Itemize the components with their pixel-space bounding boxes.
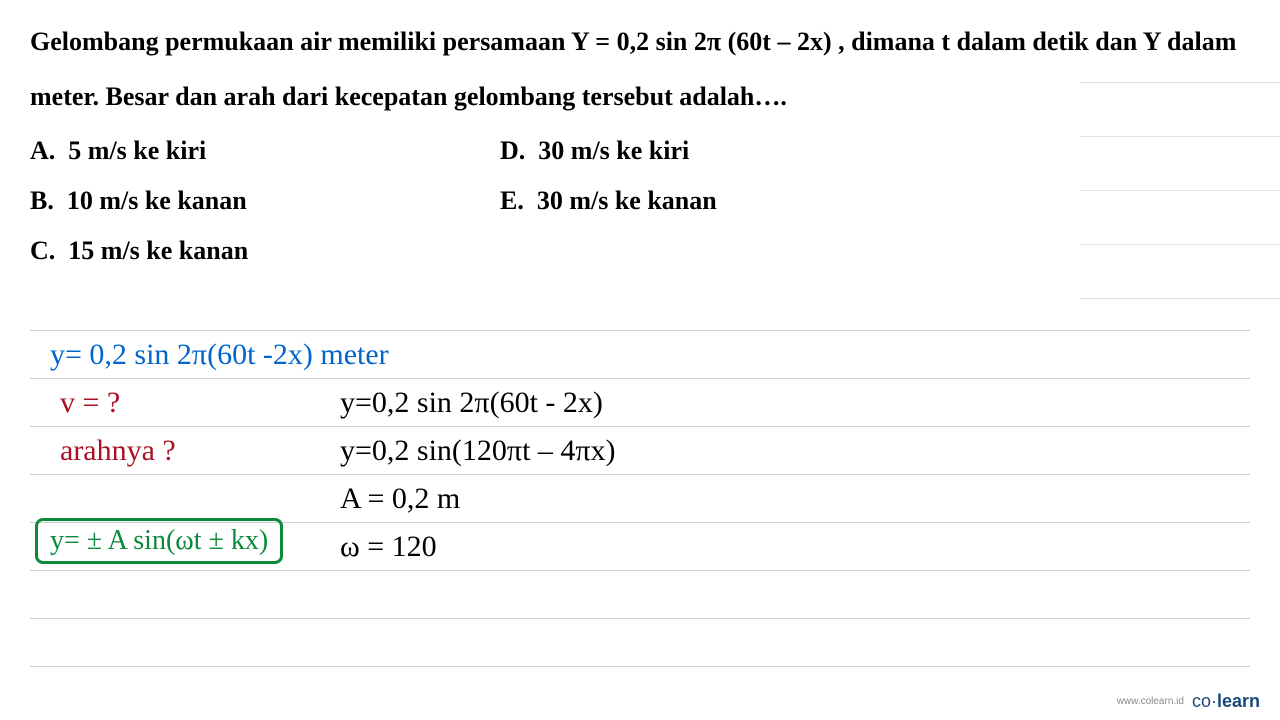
hw-equation-given: y= 0,2 sin 2π(60t -2x) meter — [50, 338, 389, 372]
rule-line — [30, 330, 1250, 331]
rule-decoration — [1080, 136, 1280, 137]
rule-decoration — [1080, 244, 1280, 245]
footer-url: www.colearn.id — [1117, 696, 1184, 707]
hw-velocity-unknown: v = ? — [60, 386, 120, 420]
ruled-area: y= 0,2 sin 2π(60t -2x) meter v = ? y=0,2… — [30, 330, 1250, 690]
footer: www.colearn.id co·learn — [1117, 691, 1260, 712]
rule-line — [30, 474, 1250, 475]
rule-line — [30, 666, 1250, 667]
rule-decoration — [1080, 82, 1280, 83]
hw-direction-unknown: arahnya ? — [60, 434, 176, 468]
options-container: A. 5 m/s ke kiri B. 10 m/s ke kanan C. 1… — [30, 136, 1250, 266]
rule-decoration — [1080, 190, 1280, 191]
hw-general-formula: y= ± A sin(ωt ± kx) — [50, 525, 268, 556]
option-c: C. 15 m/s ke kanan — [30, 236, 460, 266]
hw-amplitude: A = 0,2 m — [340, 482, 460, 516]
hw-equation-step2: y=0,2 sin(120πt – 4πx) — [340, 434, 616, 468]
footer-logo: co·learn — [1192, 691, 1260, 712]
rule-line — [30, 426, 1250, 427]
question-text: Gelombang permukaan air memiliki persama… — [30, 15, 1250, 124]
option-e: E. 30 m/s ke kanan — [500, 186, 717, 216]
option-d: D. 30 m/s ke kiri — [500, 136, 717, 166]
hw-formula-box: y= ± A sin(ωt ± kx) — [35, 518, 283, 564]
rule-decoration — [1080, 298, 1280, 299]
option-b: B. 10 m/s ke kanan — [30, 186, 460, 216]
hw-equation-step1: y=0,2 sin 2π(60t - 2x) — [340, 386, 603, 420]
rule-line — [30, 378, 1250, 379]
hw-omega: ω = 120 — [340, 530, 437, 564]
rule-line — [30, 570, 1250, 571]
rule-line — [30, 618, 1250, 619]
option-a: A. 5 m/s ke kiri — [30, 136, 460, 166]
